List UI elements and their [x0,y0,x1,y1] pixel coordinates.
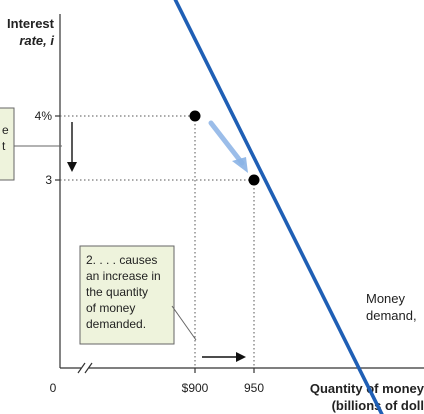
x-origin-label: 0 [50,381,57,395]
series-label-line2: demand, [366,308,417,323]
movement-arrow-shaft [208,120,245,166]
money-demand-line [173,0,384,414]
x-tick-label-0: $900 [182,381,209,395]
right-annotation-box: 2. . . . causes an increase in the quant… [79,245,197,345]
x-axis-label-line1: Quantity of money [310,381,424,396]
left-box-line2: t [2,139,6,153]
right-box-line1: 2. . . . causes [86,253,157,267]
y-tick-label-0: 4% [35,109,53,123]
left-annotation-box: e t [0,107,62,181]
left-box-line1: e [2,123,9,137]
right-box-line2: an increase in [86,269,161,283]
y-tick-label-1: 3 [45,173,52,187]
right-box-line5: demanded. [86,317,146,331]
axis-break [77,362,93,374]
right-box-line3: the quantity [86,285,148,299]
down-arrow [67,122,77,172]
x-tick-label-1: 950 [244,381,264,395]
movement-arrow-head [232,157,248,173]
right-box-leader [171,305,197,341]
equilibrium-point-1 [248,174,260,186]
right-box-line4: of money [86,301,135,315]
equilibrium-point-0 [189,110,201,122]
right-arrow [202,352,246,362]
series-label-line1: Money [366,291,406,306]
y-axis-label-line2: rate, i [19,33,54,48]
y-axis-label-line1: Interest [7,16,55,31]
